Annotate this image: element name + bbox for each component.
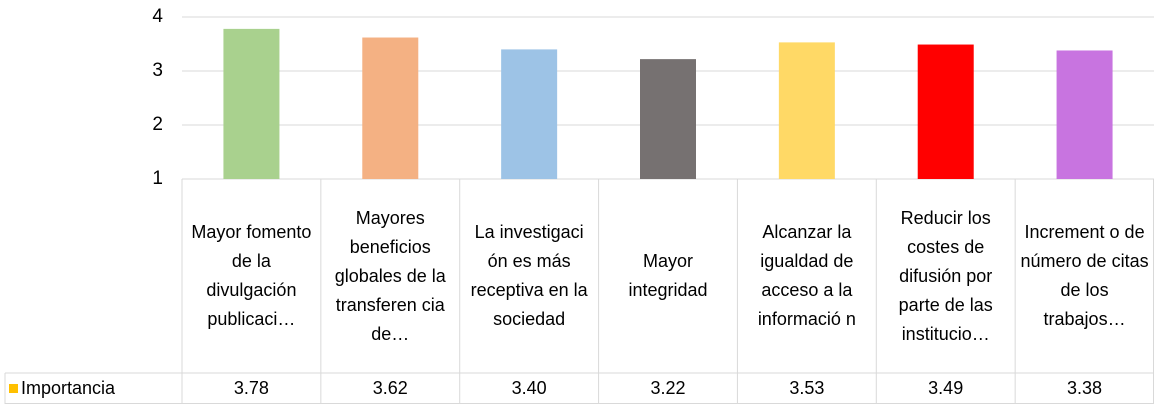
legend: Importancia — [5, 373, 182, 404]
category-label: Mayor integridad — [599, 179, 738, 373]
value-label: 3.38 — [1067, 378, 1103, 398]
category-text: Reducir los costes de difusión por parte… — [898, 207, 993, 344]
legend-swatch — [9, 384, 18, 393]
category-text: La investigaci ón es más receptiva en la… — [470, 222, 588, 329]
bar — [1056, 50, 1113, 180]
legend-label: Importancia — [21, 378, 116, 398]
category-text: Alcanzar la igualdad de acceso a la info… — [757, 222, 856, 329]
y-tick-label: 2 — [152, 114, 163, 135]
value-label: 3.78 — [233, 378, 269, 398]
bar — [640, 59, 696, 180]
value-label: 3.53 — [789, 378, 825, 398]
bar — [917, 44, 974, 179]
y-tick-label: 1 — [152, 168, 163, 189]
value-label: 3.62 — [372, 378, 408, 398]
y-tick-label: 3 — [152, 60, 163, 81]
category-label: La investigaci ón es más receptiva en la… — [460, 179, 599, 373]
value-label: 3.22 — [650, 378, 686, 398]
category-label: Increment o de número de citas de los tr… — [1015, 179, 1154, 373]
category-label: Reducir los costes de difusión por parte… — [876, 179, 1015, 373]
bar — [223, 28, 280, 179]
bar — [778, 42, 835, 179]
category-label: Mayor fomento de la divulgación publicac… — [182, 179, 321, 373]
category-text: Mayor integridad — [628, 251, 708, 300]
category-text: Mayores beneficios globales de la transf… — [334, 207, 446, 344]
category-label: Alcanzar la igualdad de acceso a la info… — [737, 179, 876, 373]
value-label: 3.49 — [928, 378, 964, 398]
value-label: 3.40 — [511, 378, 547, 398]
category-label: Mayores beneficios globales de la transf… — [321, 179, 460, 373]
y-tick-label: 4 — [152, 6, 163, 27]
category-text: Mayor fomento de la divulgación publicac… — [191, 222, 312, 329]
bar — [501, 49, 558, 180]
bar — [362, 37, 419, 179]
category-text: Increment o de número de citas de los tr… — [1020, 222, 1149, 329]
